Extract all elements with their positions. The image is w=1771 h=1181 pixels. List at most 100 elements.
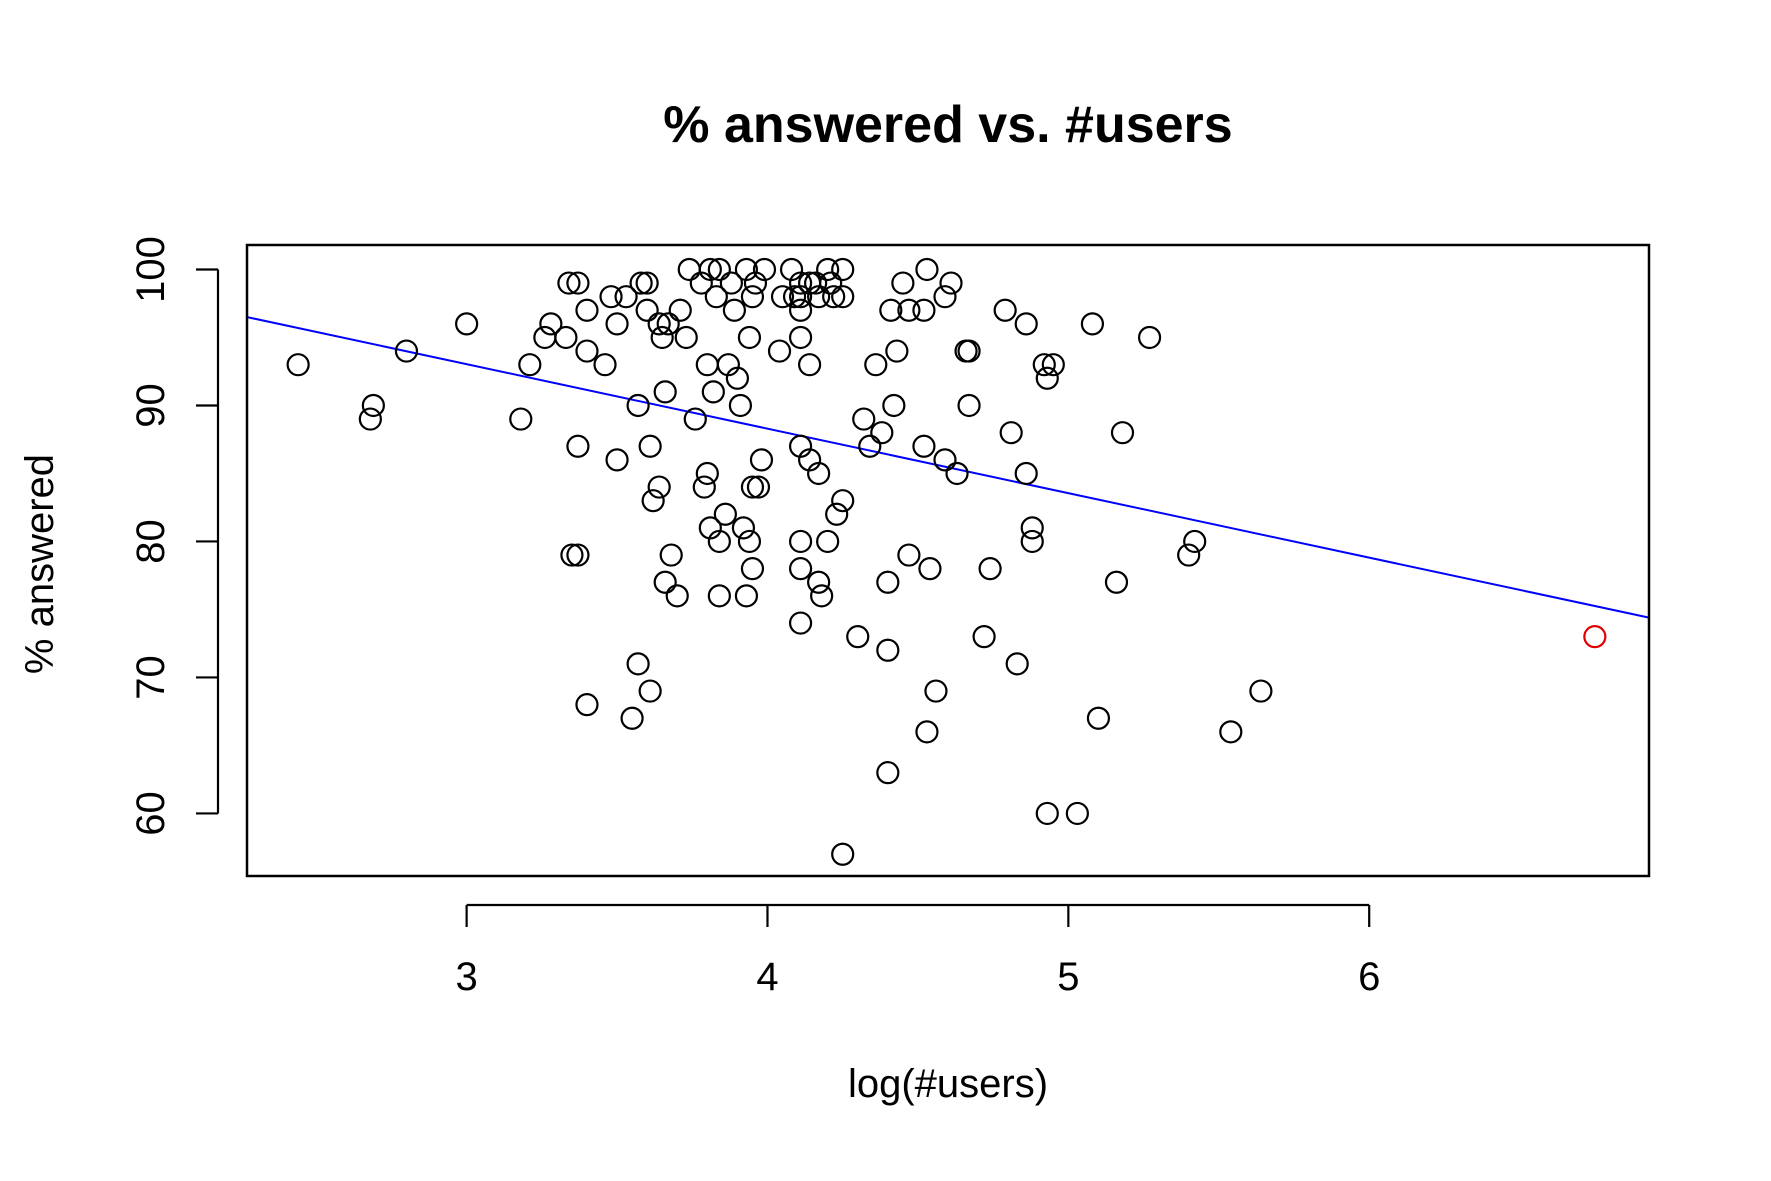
data-point (734, 584, 759, 608)
data-point (876, 638, 900, 662)
data-point (819, 271, 843, 295)
data-point (722, 298, 746, 322)
data-point (816, 257, 840, 282)
x-tick-label: 5 (1057, 955, 1079, 999)
data-point (518, 353, 542, 377)
data-point (788, 271, 813, 295)
data-point (933, 448, 957, 472)
data-point (599, 285, 623, 309)
data-point (1035, 366, 1059, 390)
data-point (665, 584, 689, 608)
data-point (831, 489, 855, 513)
data-point (1020, 529, 1044, 554)
data-point (924, 679, 948, 703)
data-point (575, 339, 599, 363)
data-point (737, 529, 762, 554)
data-point (629, 271, 653, 295)
data-point (626, 393, 650, 418)
data-point (870, 421, 894, 445)
data-point (915, 257, 939, 282)
data-point (993, 298, 1017, 322)
data-point (1104, 570, 1129, 594)
data-point (566, 543, 590, 567)
data-point (810, 584, 834, 608)
data-point (852, 407, 876, 431)
data-point (876, 570, 900, 594)
data-point (668, 298, 692, 322)
data-point (1137, 325, 1162, 350)
data-point (1020, 516, 1044, 540)
data-point (605, 448, 629, 472)
data-point (1086, 706, 1111, 730)
data-point (831, 842, 855, 866)
axes: 3 4 5 6 60 70 80 90 100 (129, 236, 1380, 999)
data-point (1005, 652, 1029, 676)
data-point (918, 557, 942, 581)
data-point (554, 325, 578, 350)
data-point (683, 407, 707, 431)
data-point (831, 285, 855, 309)
data-point (788, 298, 813, 322)
data-point (566, 271, 590, 295)
data-point (647, 475, 671, 499)
data-point (915, 720, 939, 744)
data-point (752, 257, 777, 282)
data-point (897, 543, 921, 567)
data-point (1249, 679, 1273, 703)
data-point (605, 312, 629, 336)
y-tick-label: 70 (129, 655, 173, 700)
data-point (695, 461, 719, 486)
data-point (614, 285, 638, 309)
data-point (701, 380, 725, 404)
data-point (698, 257, 722, 282)
data-point (719, 271, 743, 295)
data-point (707, 584, 731, 608)
y-axis-label: % answered (18, 454, 62, 674)
data-point (749, 448, 774, 472)
data-point (746, 475, 771, 499)
data-point (770, 285, 795, 309)
data-point (858, 434, 882, 458)
data-point (978, 557, 1002, 581)
data-point (731, 516, 756, 540)
highlighted-data-point (1583, 625, 1607, 649)
data-point (286, 353, 310, 377)
data-point (912, 298, 936, 322)
data-point (740, 475, 765, 499)
data-point (876, 761, 900, 785)
data-point (804, 271, 828, 295)
data-point (798, 353, 822, 377)
data-point (897, 298, 921, 322)
data-point (1014, 312, 1038, 336)
data-point (1183, 529, 1207, 554)
data-point (620, 706, 644, 730)
data-point (638, 679, 662, 703)
data-point (807, 285, 831, 309)
data-point (728, 393, 753, 418)
data-point (638, 434, 662, 458)
data-point (1110, 421, 1135, 445)
data-point (358, 407, 382, 431)
y-tick-label: 90 (129, 383, 173, 428)
y-tick-label: 60 (129, 791, 173, 836)
data-point (999, 421, 1023, 445)
data-point (846, 625, 870, 649)
data-point (891, 271, 915, 295)
data-point (650, 325, 674, 350)
data-point (539, 312, 563, 336)
data-point (455, 312, 479, 336)
data-point (593, 353, 617, 377)
data-point (704, 285, 728, 309)
data-point (575, 693, 599, 717)
data-point (957, 339, 981, 363)
data-point (1080, 312, 1105, 336)
data-point (635, 298, 659, 322)
data-point (1177, 543, 1201, 567)
data-point (737, 325, 762, 350)
data-point (659, 543, 683, 567)
data-point (557, 271, 581, 295)
data-point (885, 339, 909, 363)
data-point (641, 489, 665, 513)
